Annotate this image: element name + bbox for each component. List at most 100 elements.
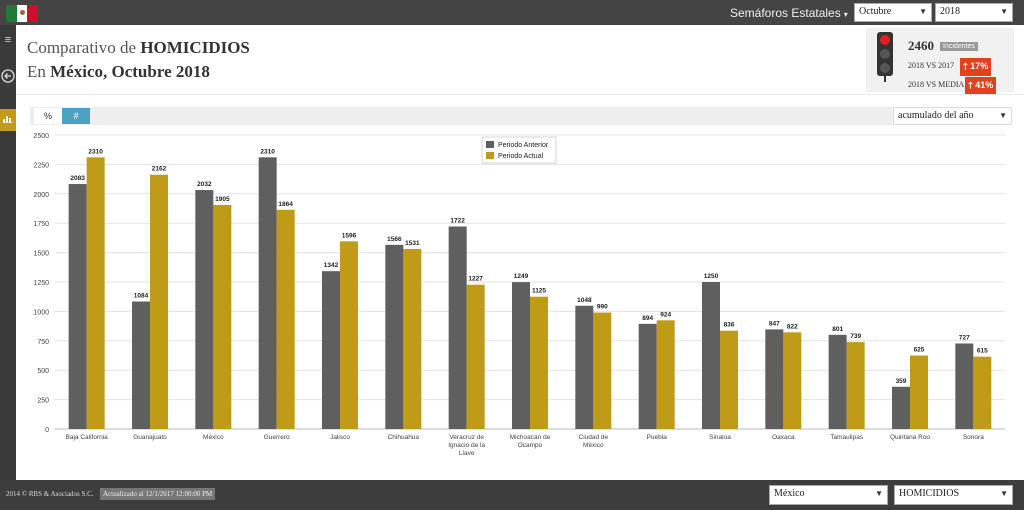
data-label: 1249: [514, 273, 529, 280]
month-select[interactable]: Octubre ▼: [854, 3, 932, 22]
x-tick-label: Llave: [459, 450, 475, 457]
bar-prev: [512, 282, 530, 429]
data-label: 615: [977, 348, 988, 355]
chart-view-icon[interactable]: [0, 109, 16, 131]
legend-swatch: [486, 141, 494, 148]
data-label: 894: [642, 315, 653, 322]
bar-curr: [656, 320, 675, 429]
nav-semaforos-label: Semáforos Estatales: [730, 6, 841, 20]
legend-label: Periodo Actual: [498, 153, 544, 160]
x-tick-label: México: [203, 434, 224, 441]
bar-prev: [638, 323, 657, 429]
sidebar: ≡: [0, 25, 16, 480]
x-tick-label: Tamaulipas: [830, 434, 864, 441]
x-tick-label: Sinaloa: [709, 434, 731, 441]
bar-curr: [466, 284, 485, 429]
subtitle-location-date: México, Octubre 2018: [50, 62, 210, 81]
chevron-down-icon: ▼: [1000, 489, 1008, 498]
bar-curr: [340, 241, 358, 429]
header-divider: [16, 94, 1024, 95]
accumulated-value: acumulado del año: [898, 110, 974, 121]
chevron-down-icon: ▼: [999, 111, 1007, 120]
incident-count: 2460: [908, 38, 934, 53]
page-title: Comparativo de HOMICIDIOS: [27, 38, 250, 58]
legend-swatch: [486, 152, 494, 159]
month-value: Octubre: [859, 6, 892, 17]
vs-prev-label: 2018 VS 2017: [908, 61, 955, 70]
crime-select[interactable]: HOMICIDIOS ▼: [894, 485, 1013, 505]
state-value: México: [774, 488, 805, 499]
arrow-up-icon: 🡑: [963, 61, 968, 71]
bar-prev: [132, 301, 150, 429]
data-label: 801: [832, 326, 843, 333]
number-toggle[interactable]: #: [62, 108, 90, 124]
x-tick-label: Chihuahua: [388, 434, 420, 441]
state-select[interactable]: México ▼: [769, 485, 888, 505]
data-label: 1342: [324, 262, 339, 269]
bar-curr: [973, 356, 992, 429]
percent-toggle[interactable]: %: [34, 108, 62, 124]
homicides-bar-chart: 0 250 500 750 1000 1250 1500 1750 2000 2250 2500 20…: [33, 133, 1005, 457]
bar-curr: [910, 355, 928, 429]
bar-prev: [575, 305, 594, 429]
back-arrow-icon[interactable]: [0, 69, 16, 87]
bar-curr: [213, 204, 232, 429]
data-label: 2083: [70, 175, 85, 182]
data-label: 1048: [577, 297, 592, 304]
data-label: 359: [896, 378, 907, 385]
data-label: 1722: [450, 217, 465, 224]
data-label: 1531: [405, 240, 420, 247]
y-tick-label: 0: [45, 427, 49, 434]
y-tick-label: 2500: [33, 133, 49, 140]
y-tick-label: 2000: [33, 192, 49, 199]
bar-curr: [276, 209, 295, 429]
footer: 2014 © RRS & Asociados S.C. Actualizado …: [0, 480, 1024, 510]
data-label: 1227: [468, 276, 483, 283]
data-label: 2032: [197, 181, 212, 188]
vs-media-badge: 🡑 41%: [965, 77, 997, 95]
y-tick-label: 750: [37, 339, 49, 346]
traffic-light-icon: [877, 32, 893, 82]
data-label: 836: [724, 322, 735, 329]
year-value: 2018: [940, 6, 960, 17]
bar-prev: [765, 329, 784, 429]
x-tick-label: Sonora: [963, 434, 984, 441]
x-tick-label: Ciudad de: [579, 434, 609, 441]
nav-semaforos-menu[interactable]: Semáforos Estatales ▾: [730, 6, 848, 20]
stats-panel: 2460 Incidentes 2018 VS 2017 🡑 17% 2018 …: [866, 28, 1014, 95]
x-tick-label: Baja California: [66, 434, 109, 441]
controls-bar: % # acumulado del año ▼: [30, 107, 1012, 125]
bar-prev: [68, 184, 87, 429]
chevron-down-icon: ▼: [1000, 7, 1008, 16]
x-tick-label: Puebla: [647, 434, 668, 441]
bar-curr: [846, 342, 865, 429]
subtitle-prefix: En: [27, 62, 51, 81]
bar-curr: [783, 332, 802, 429]
menu-icon[interactable]: ≡: [4, 34, 12, 46]
x-tick-label: Ignacio de la: [448, 442, 485, 449]
y-tick-label: 2250: [33, 162, 49, 169]
bar-prev: [385, 244, 404, 429]
data-label: 739: [850, 333, 861, 340]
y-tick-label: 1250: [33, 280, 49, 287]
y-tick-label: 1000: [33, 309, 49, 316]
data-label: 822: [787, 323, 798, 330]
data-label: 727: [959, 335, 970, 342]
data-label: 1250: [704, 273, 719, 280]
legend-box: [481, 136, 557, 164]
arrow-up-icon: 🡑: [968, 80, 973, 90]
year-select[interactable]: 2018 ▼: [935, 3, 1013, 22]
bar-curr: [720, 330, 738, 429]
data-label: 847: [769, 320, 780, 327]
caret-down-icon: ▾: [843, 10, 848, 19]
chevron-down-icon: ▼: [875, 489, 883, 498]
x-tick-label: México: [583, 442, 604, 449]
accumulated-select[interactable]: acumulado del año ▼: [893, 107, 1012, 125]
x-tick-label: Veracruz de: [449, 434, 484, 441]
legend-label: Periodo Anterior: [498, 142, 549, 149]
data-label: 2310: [88, 148, 103, 155]
x-tick-label: Michoacán de: [510, 434, 551, 441]
bar-prev: [448, 226, 467, 429]
mexico-flag-icon: [6, 5, 39, 22]
bar-prev: [955, 343, 974, 429]
